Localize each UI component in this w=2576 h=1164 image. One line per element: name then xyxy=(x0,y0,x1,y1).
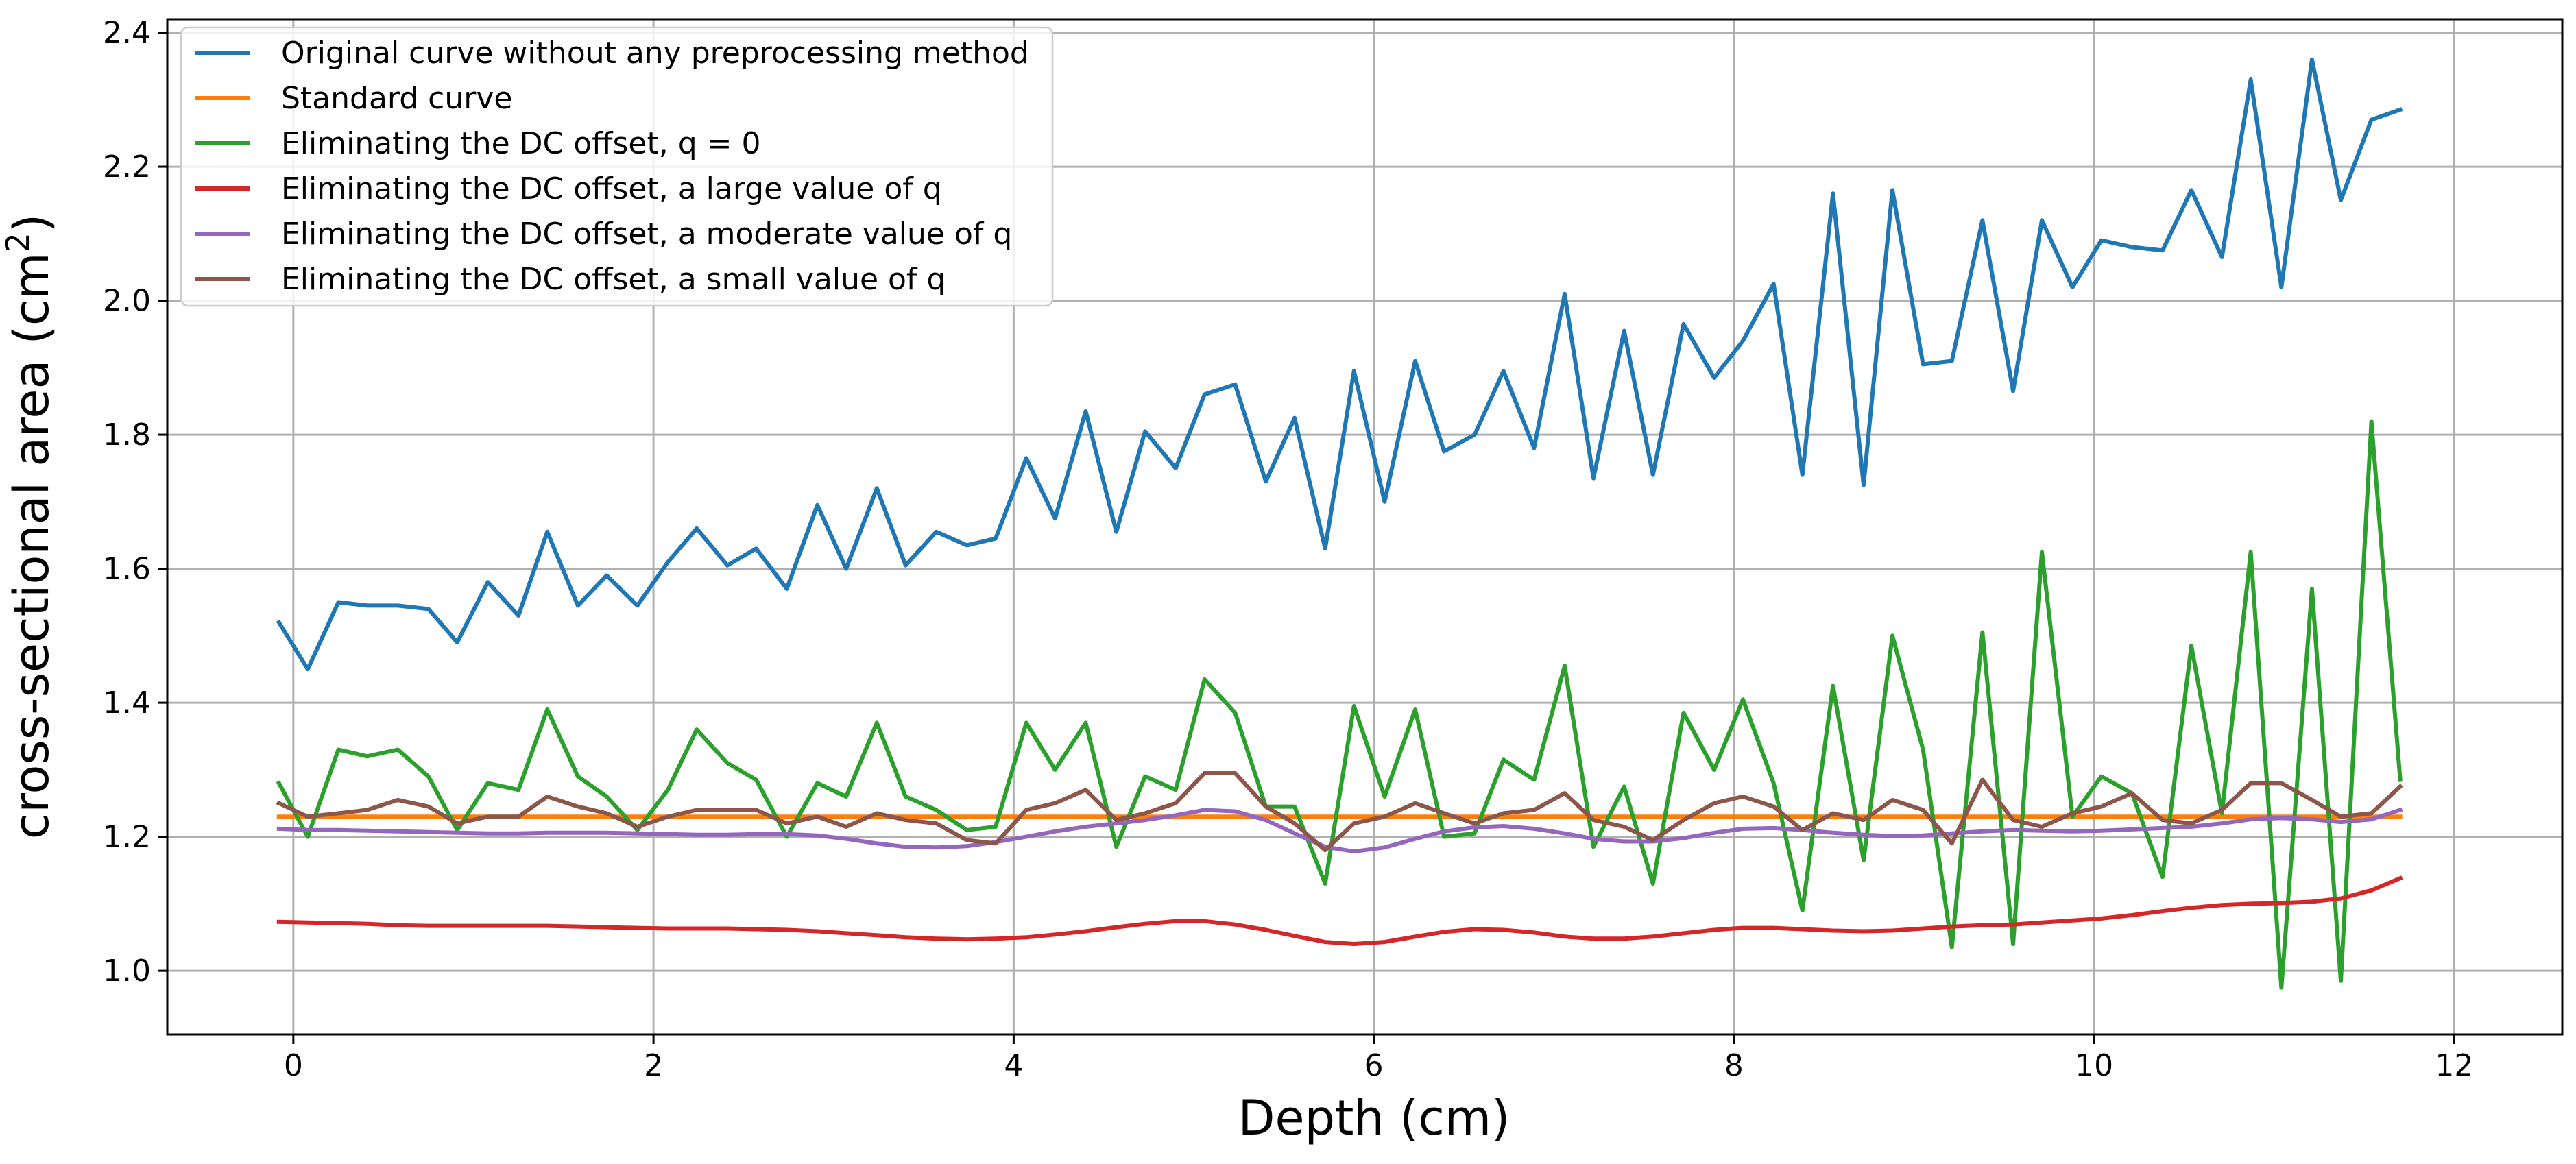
series-line-5 xyxy=(276,807,2403,854)
x-tick-label: 2 xyxy=(644,1048,663,1083)
y-axis-label-main: cross-sectional area (cm xyxy=(3,252,60,839)
series-layer xyxy=(276,57,2403,990)
y-tick-label: 1.0 xyxy=(103,954,151,989)
series-line-6 xyxy=(276,771,2403,853)
x-tick-label: 10 xyxy=(2075,1048,2113,1083)
legend-label-6: Eliminating the DC offset, a small value… xyxy=(281,262,946,297)
y-tick-label: 1.8 xyxy=(103,417,151,452)
y-tick-label: 2.4 xyxy=(103,16,151,51)
y-tick-label: 1.2 xyxy=(103,820,151,855)
legend-label-5: Eliminating the DC offset, a moderate va… xyxy=(281,217,1012,252)
series-line-4 xyxy=(276,875,2403,946)
legend-label-3: Eliminating the DC offset, q = 0 xyxy=(281,126,760,161)
x-tick-label: 12 xyxy=(2435,1048,2473,1083)
y-axis-label-close: ) xyxy=(3,214,60,232)
x-tick-label: 0 xyxy=(284,1048,303,1083)
legend-label-2: Standard curve xyxy=(281,81,512,116)
legend-label-4: Eliminating the DC offset, a large value… xyxy=(281,171,942,206)
series-line-1 xyxy=(276,57,2403,672)
y-axis-label-superscript: 2 xyxy=(0,232,36,252)
x-tick-label: 4 xyxy=(1004,1048,1023,1083)
y-tick-label: 2.2 xyxy=(103,149,151,184)
legend-box xyxy=(180,26,1054,307)
legend-label-1: Original curve without any preprocessing… xyxy=(281,36,1029,71)
legend: Original curve without any preprocessing… xyxy=(180,26,1054,307)
x-tick-label: 6 xyxy=(1364,1048,1384,1083)
y-tick-label: 2.0 xyxy=(103,284,151,319)
y-tick-label: 1.6 xyxy=(103,552,151,587)
x-tick-label: 8 xyxy=(1724,1048,1744,1083)
y-tick-label: 1.4 xyxy=(103,686,151,720)
y-axis-label: cross-sectional area (cm2) xyxy=(0,214,60,839)
plot-frame xyxy=(166,18,2564,1036)
x-axis-label: Depth (cm) xyxy=(1238,1090,1510,1146)
tick-layer: 0 2 4 6 8 10 12 1.0 1.2 1.4 1.6 1.8 2.0 2.2 2.4 xyxy=(103,16,2473,1083)
